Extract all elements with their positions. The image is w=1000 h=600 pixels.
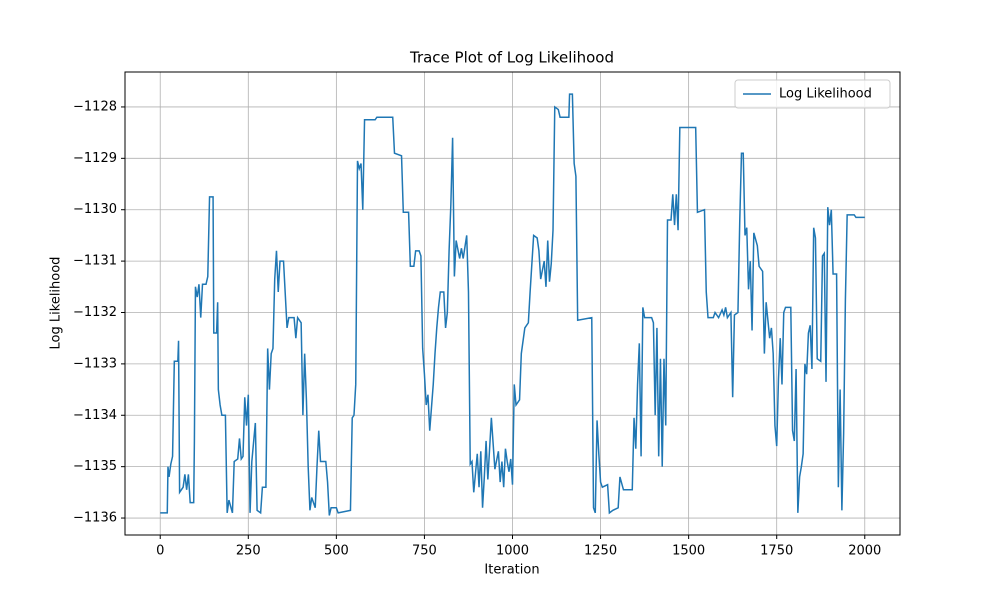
x-tick-label: 0 bbox=[156, 544, 164, 559]
x-axis-label: Iteration bbox=[484, 563, 539, 578]
y-tick-label: −1134 bbox=[73, 408, 117, 423]
x-tick-label: 750 bbox=[412, 544, 437, 559]
y-tick-label: −1133 bbox=[73, 356, 117, 371]
x-tick-label: 1000 bbox=[496, 544, 529, 559]
legend-box bbox=[734, 79, 891, 109]
y-tick-label: −1128 bbox=[73, 99, 117, 114]
y-tick-label: −1131 bbox=[73, 254, 117, 269]
y-axis-label: Log Likelihood bbox=[49, 257, 64, 350]
x-tick-label: 250 bbox=[236, 544, 261, 559]
y-tick-label: −1135 bbox=[73, 459, 117, 474]
plot-frame bbox=[124, 71, 901, 536]
x-tick-label: 1500 bbox=[672, 544, 705, 559]
legend-label: Log Likelihood bbox=[779, 87, 872, 102]
x-tick-label: 500 bbox=[324, 544, 349, 559]
y-tick-label: −1129 bbox=[73, 151, 117, 166]
y-tick-label: −1130 bbox=[73, 202, 117, 217]
y-tick-label: −1132 bbox=[73, 305, 117, 320]
x-tick-label: 1750 bbox=[760, 544, 793, 559]
chart-title: Trace Plot of Log Likelihood bbox=[409, 49, 614, 67]
y-tick-label: −1136 bbox=[73, 511, 117, 526]
data-line bbox=[160, 93, 865, 516]
x-tick-label: 1250 bbox=[584, 544, 617, 559]
x-tick-label: 2000 bbox=[848, 544, 881, 559]
